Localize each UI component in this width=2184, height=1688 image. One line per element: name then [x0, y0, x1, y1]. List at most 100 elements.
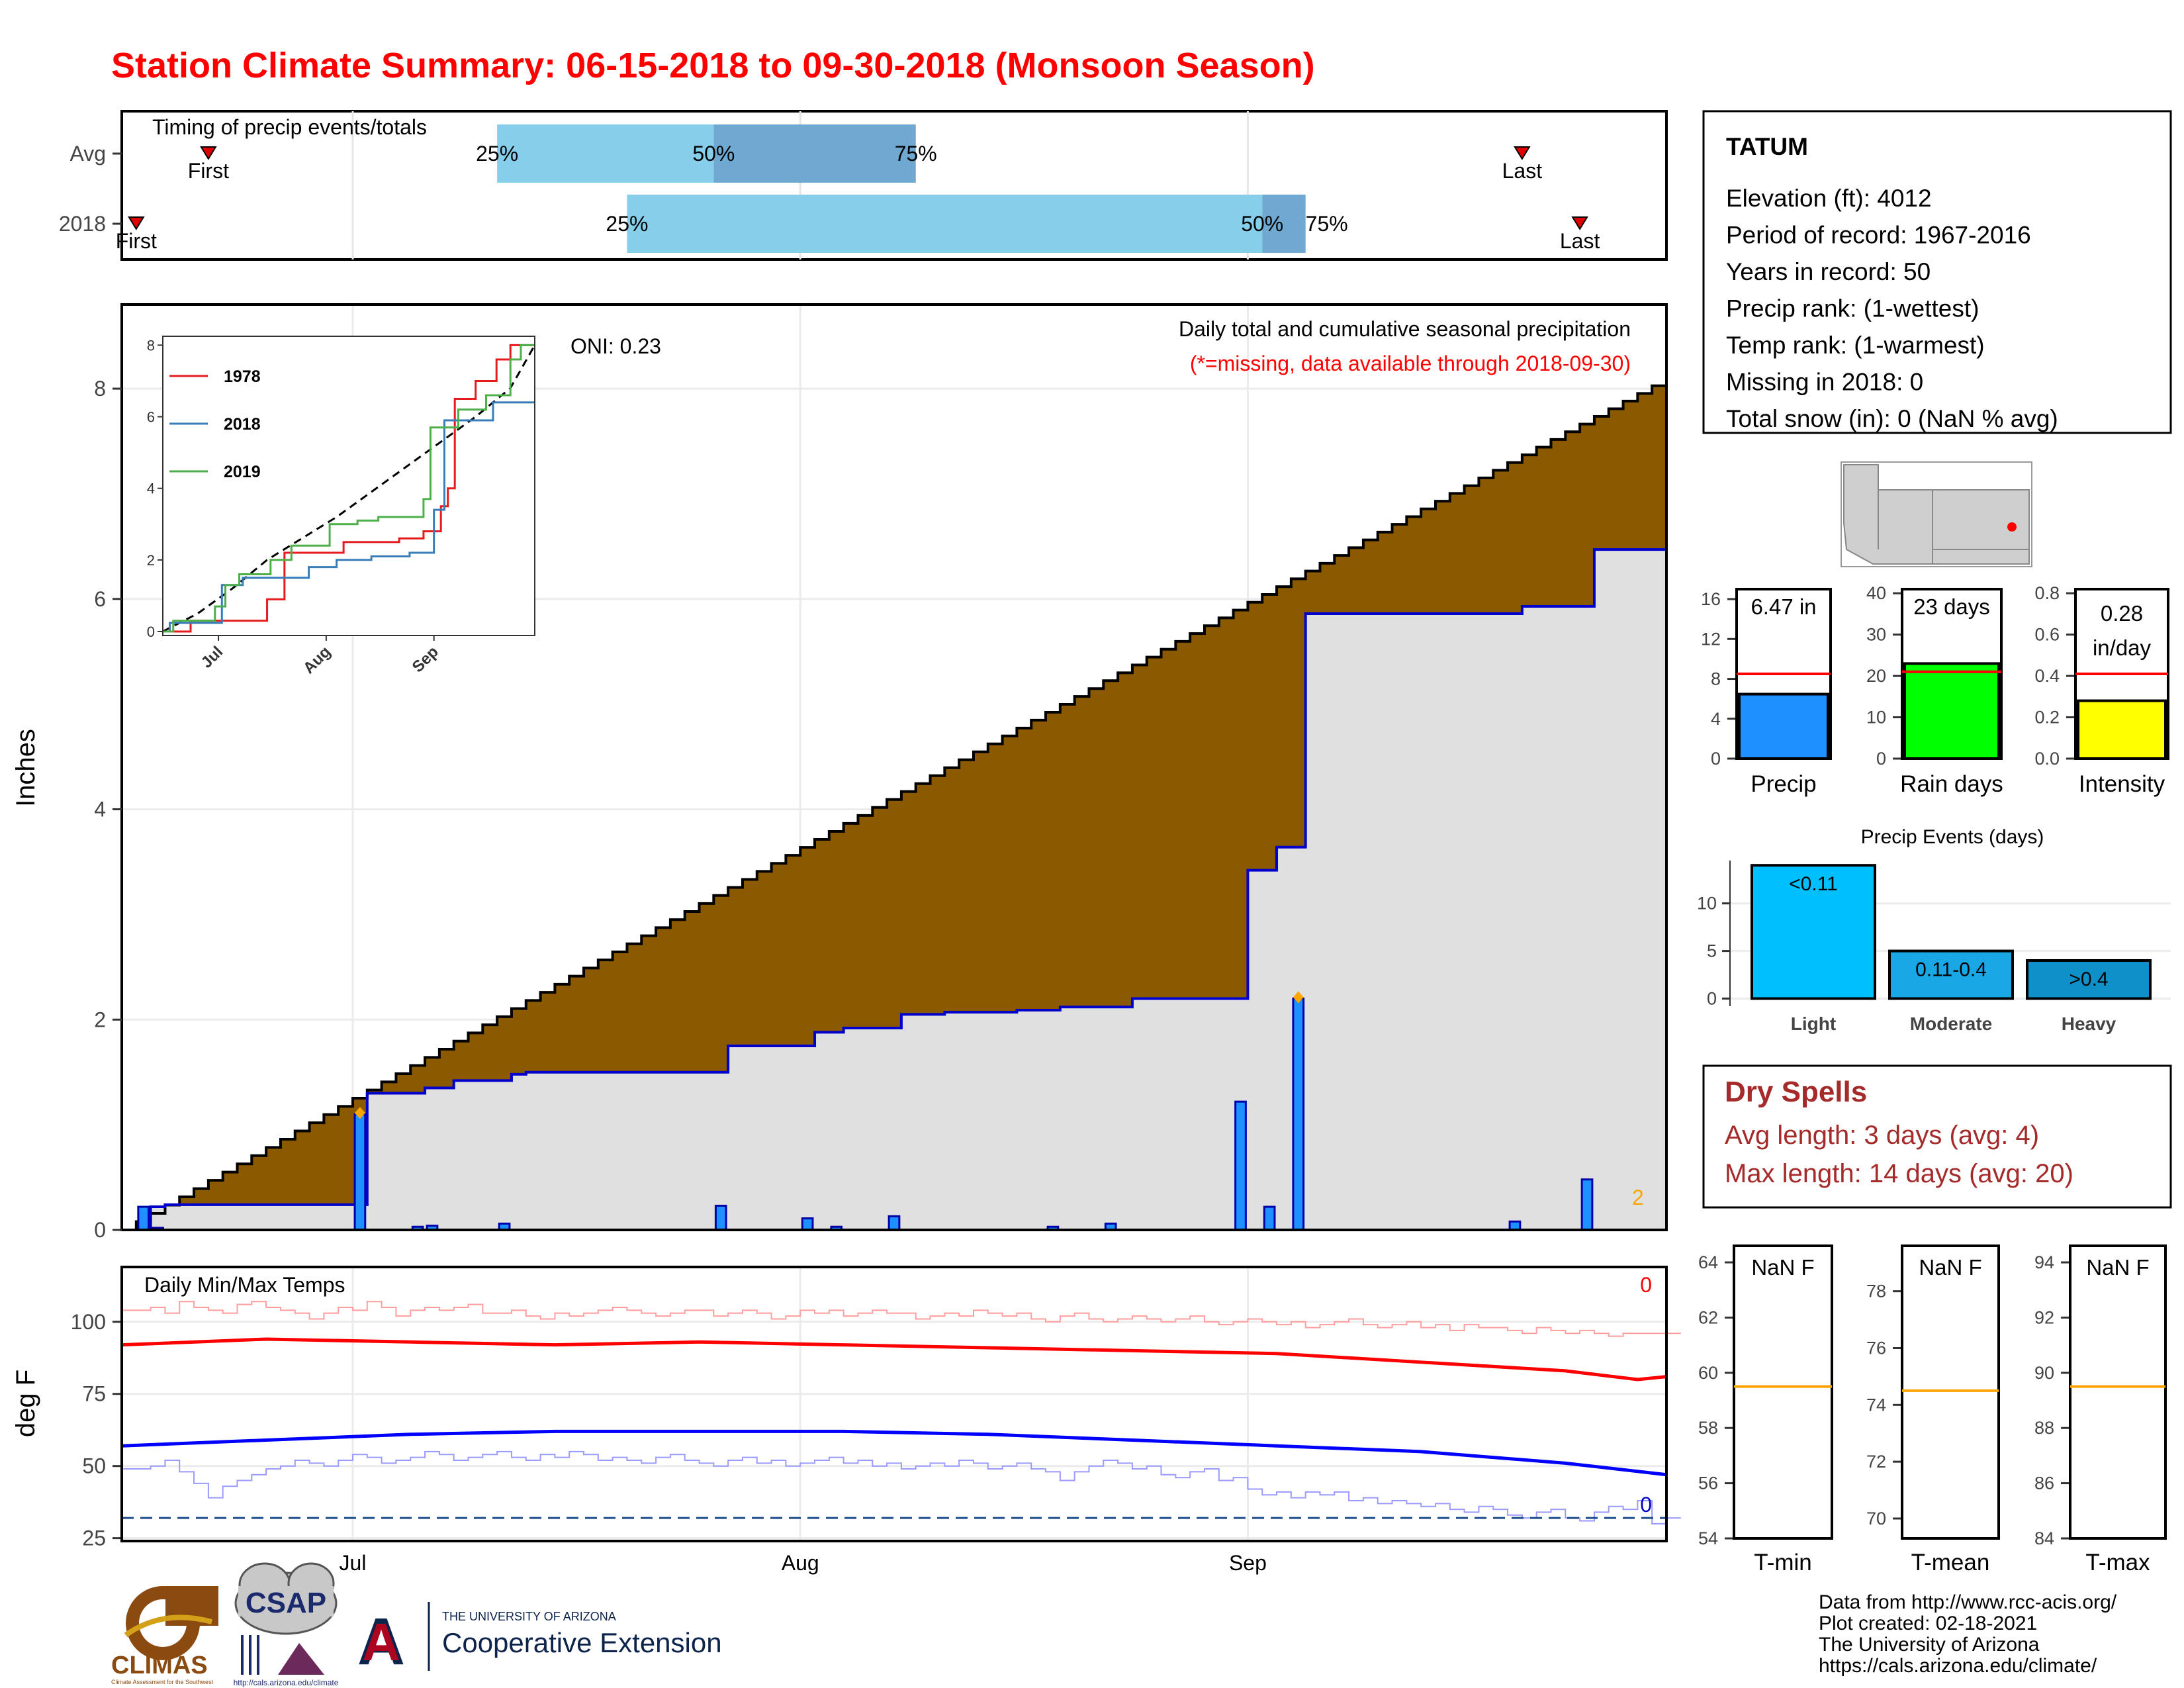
station-info-line: Missing in 2018: 0: [1726, 369, 1923, 396]
gauge-value-unit: in/day: [2093, 635, 2152, 660]
timing-row-label: Avg: [69, 142, 106, 165]
ua-block-a: A: [357, 1605, 405, 1679]
daily-precip-bar: [1234, 1100, 1247, 1231]
station-info-line: Precip rank: (1-wettest): [1726, 295, 1979, 322]
temps-y-tick-label: 50: [82, 1454, 106, 1478]
avg-min-line: [121, 1429, 1667, 1477]
inset-legend-label: 2019: [224, 463, 261, 481]
climas-tagline: Climate Assessment for the Southwest: [111, 1679, 214, 1685]
gauge-y-tick-label: 78: [1866, 1282, 1886, 1301]
events-bar-label: <0.11: [1789, 873, 1838, 895]
gauge-category-label: Precip: [1751, 771, 1816, 797]
gauge-y-tick-label: 0: [1876, 749, 1886, 769]
gauge-y-tick-label: 58: [1698, 1418, 1718, 1438]
station-info-box: TATUM Elevation (ft): 4012 Period of reco…: [1702, 110, 2172, 434]
gauge-y-tick-label: 20: [1866, 666, 1886, 686]
dry-spells-box: Dry Spells Avg length: 3 days (avg: 4) M…: [1702, 1064, 2172, 1209]
temps-max-count: 0: [1640, 1273, 1652, 1297]
timing-last-label: Last: [1502, 159, 1543, 183]
inset-y-tick-label: 2: [147, 552, 155, 569]
month-tick-label: Jul: [340, 1551, 367, 1575]
gauge-y-tick-label: 94: [2034, 1252, 2054, 1272]
timing-title: Timing of precip events/totals: [152, 115, 427, 139]
inset-frame: [162, 336, 535, 636]
precip-frame: [120, 303, 1668, 1231]
daily-precip-bar: [1292, 998, 1305, 1231]
precip-y-tick-label: 2: [94, 1008, 106, 1031]
gauge-y-tick-label: 0: [1711, 749, 1721, 769]
tmean-gauge: 70 72 74 76 78 NaN F T-mean: [1866, 1244, 2000, 1575]
gauge-y-tick-label: 70: [1866, 1509, 1886, 1528]
ua-block-a-inner: A: [362, 1613, 400, 1671]
timing-row-label: 2018: [59, 212, 106, 236]
inset-avg-line: [162, 344, 536, 633]
timing-first-label: First: [188, 159, 229, 183]
events-category-label: Heavy: [2062, 1013, 2116, 1034]
timing-first-marker: [128, 216, 145, 230]
events-bar: [1888, 949, 2014, 1000]
station-info-line: Elevation (ft): 4012: [1726, 185, 1932, 212]
events-bar-label: 0.11-0.4: [1915, 959, 1987, 981]
daily-max-line: [122, 1301, 1681, 1337]
events-bar-label: >0.4: [2069, 968, 2108, 990]
credit-line: https://cals.arizona.edu/climate/: [1819, 1655, 2097, 1677]
inset-y-tick-label: 8: [147, 337, 155, 353]
timing-bar-q25-q50: [627, 195, 1263, 253]
gauge-y-tick-label: 0.8: [2034, 583, 2060, 603]
csap-logo: CSAP http://cals.arizona.edu/climate: [234, 1562, 339, 1687]
gauge-y-tick-label: 0.0: [2034, 749, 2060, 769]
timing-first-label: First: [116, 229, 157, 253]
gauge-y-tick-label: 86: [2034, 1474, 2054, 1493]
gauge-y-tick-label: 74: [1866, 1395, 1886, 1415]
ua-block-background: [357, 1606, 404, 1667]
timing-first-marker: [200, 146, 217, 160]
dry-spells-frame: [1702, 1064, 2172, 1209]
gauge-value-label: 6.47 in: [1751, 594, 1816, 619]
avg-max-line: [121, 1337, 1667, 1382]
precip-y-tick-label: 0: [94, 1218, 106, 1242]
timing-bar-q50-q75: [1262, 195, 1306, 253]
credit-line: The University of Arizona: [1819, 1634, 2040, 1656]
tmin-gauge: 54 56 58 60 62 64 NaN F T-min: [1698, 1244, 1833, 1575]
gauge-y-tick-label: 54: [1698, 1528, 1718, 1548]
missing-data-marker: [354, 1107, 365, 1119]
events-category-label: Moderate: [1910, 1013, 1992, 1034]
csap-url: http://cals.arizona.edu/climate: [234, 1678, 339, 1687]
month-tick-label: Aug: [782, 1551, 819, 1575]
avg-cumulative-line: [122, 378, 1668, 1231]
inset-y-tick-label: 0: [147, 624, 155, 640]
cumulative-2018-area: [122, 549, 1666, 1230]
climas-wordmark: CLIMAS: [111, 1652, 208, 1679]
gauge-category-label: Intensity: [2079, 771, 2165, 797]
temps-y-label: deg F: [11, 1370, 40, 1437]
gauge-category-label: Rain days: [1900, 771, 2003, 797]
precip-y-tick-label: 4: [94, 798, 106, 821]
station-info-line: Total snow (in): 0 (NaN % avg): [1726, 405, 2058, 432]
events-panel: Precip Events (days) 0 5 10 <0.11 Light 0.11-…: [1697, 826, 2171, 1034]
gauge-value-label: 0.28: [2101, 601, 2143, 626]
gauge-y-tick-label: 84: [2034, 1528, 2054, 1548]
gauge-y-tick-label: 62: [1698, 1307, 1718, 1327]
gauge-frame: [1733, 1244, 1833, 1540]
gauge-y-tick-label: 30: [1866, 625, 1886, 645]
ua-cooperative-extension: Cooperative Extension: [442, 1627, 722, 1658]
gauge-category-label: T-max: [2085, 1550, 2150, 1575]
timing-panel: Timing of precip events/totals Avg 25% 50%…: [59, 110, 1668, 261]
oni-label: ONI: 0.23: [570, 334, 661, 358]
gauge-y-tick-label: 0.4: [2034, 666, 2060, 686]
gauge-y-tick-label: 90: [2034, 1363, 2054, 1383]
missing-count: 2: [1632, 1186, 1644, 1209]
credit-line: Data from http://www.rcc-acis.org/: [1819, 1591, 2117, 1613]
gauge-bar: [1903, 662, 2000, 761]
events-y-tick-label: 0: [1707, 988, 1717, 1008]
climas-logo: CLIMAS Climate Assessment for the Southw…: [111, 1586, 218, 1685]
precip-y-label: Inches: [11, 729, 40, 807]
gauge-y-tick-label: 0.2: [2034, 708, 2060, 727]
map-states-shape: [1843, 464, 2030, 565]
station-name: TATUM: [1726, 133, 1808, 160]
gauge-value-label: 23 days: [1913, 594, 1990, 619]
state-locator-map: [1841, 461, 2032, 567]
gauge-y-tick-label: 92: [2034, 1307, 2054, 1327]
inset-legend-label: 2018: [224, 415, 261, 434]
